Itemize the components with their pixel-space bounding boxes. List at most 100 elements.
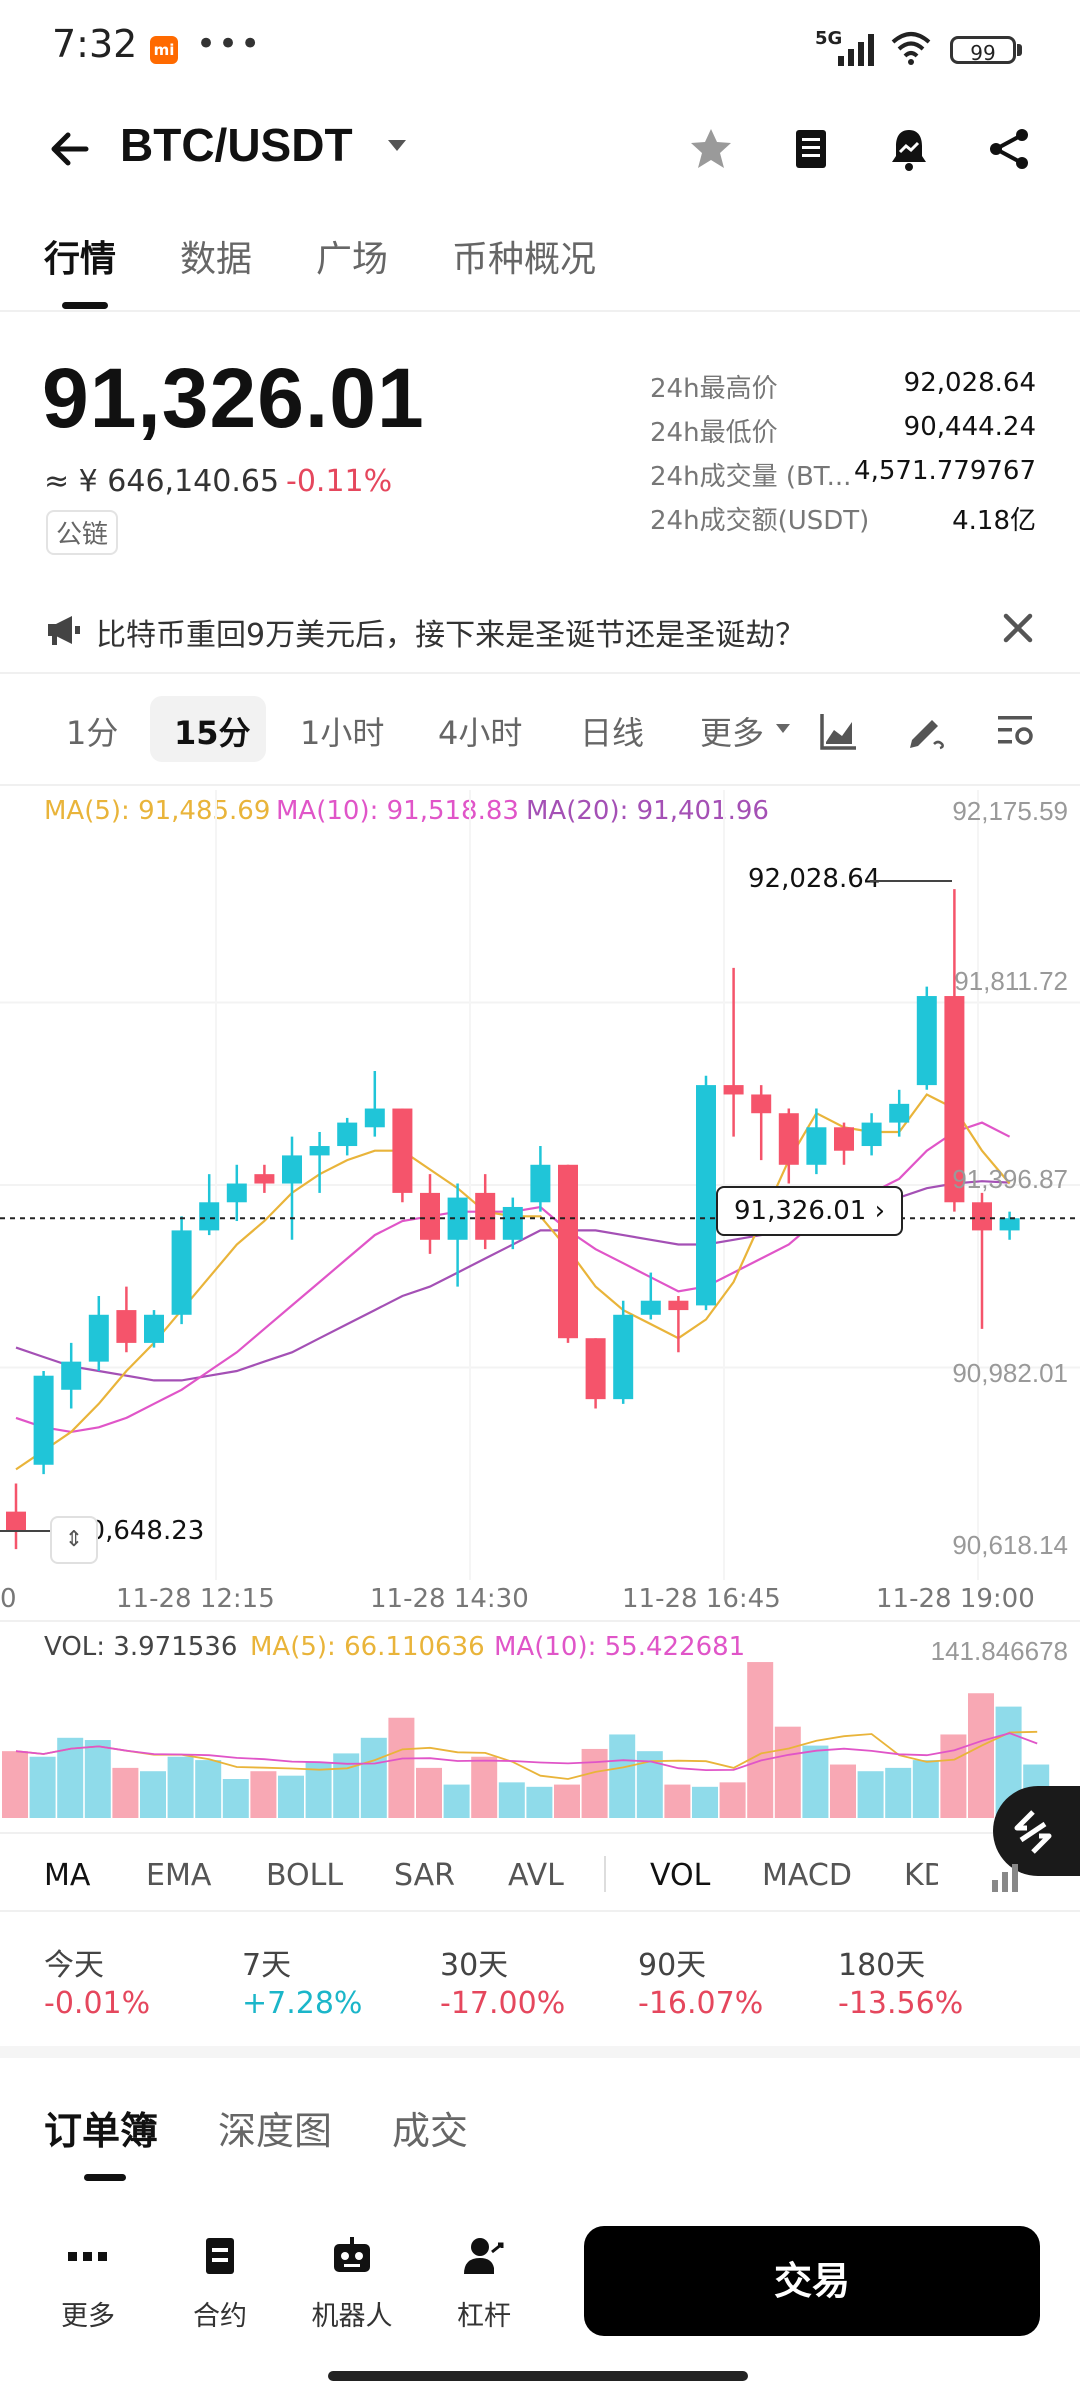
nav-contract-label[interactable]: 合约 bbox=[193, 2301, 247, 2332]
divider bbox=[0, 1910, 1080, 1912]
period-label: 180天 bbox=[838, 1948, 926, 1983]
vol-ma10-legend: MA(10): 55.422681 bbox=[494, 1632, 746, 1662]
volume-bar bbox=[388, 1717, 415, 1818]
volume-bar bbox=[278, 1775, 304, 1818]
nav-more-label[interactable]: 更多 bbox=[61, 2301, 115, 2332]
news-headline[interactable]: 比特币重回9万美元后，接下来是圣诞节还是圣诞劫？ bbox=[96, 618, 806, 653]
reset-zoom-icon[interactable]: ⇕ bbox=[50, 1516, 98, 1564]
stat-label: 24h最低价 bbox=[650, 418, 778, 448]
current-price-tag[interactable]: 91,326.01 › bbox=[716, 1186, 903, 1236]
price-change: -0.11% bbox=[286, 464, 393, 499]
interval-15m[interactable]: 15分 bbox=[174, 714, 251, 752]
indicator-ema[interactable]: EMA bbox=[146, 1858, 212, 1893]
volume-bar bbox=[719, 1782, 746, 1818]
period-value: -0.01% bbox=[44, 1986, 151, 2021]
draw-tool-icon[interactable] bbox=[906, 710, 948, 752]
candlestick-chart[interactable] bbox=[0, 790, 1080, 1580]
indicator-kd[interactable]: KD bbox=[904, 1858, 938, 1893]
tab-depth-chart[interactable]: 深度图 bbox=[218, 2109, 333, 2153]
more-dots-icon[interactable] bbox=[66, 2234, 110, 2278]
trade-button[interactable]: 交易 bbox=[584, 2226, 1040, 2336]
swap-arrows-icon bbox=[1014, 1810, 1052, 1854]
candle-body bbox=[640, 1300, 661, 1315]
tab-square[interactable]: 广场 bbox=[316, 239, 389, 280]
volume-bar bbox=[471, 1756, 498, 1818]
candle-body bbox=[861, 1122, 882, 1147]
chart-type-icon[interactable] bbox=[818, 710, 860, 752]
interval-more[interactable]: 更多 bbox=[700, 714, 765, 752]
nav-margin-label[interactable]: 杠杆 bbox=[457, 2301, 511, 2332]
pair-title[interactable]: BTC/USDT bbox=[120, 119, 353, 171]
indicator-boll[interactable]: BOLL bbox=[266, 1858, 344, 1893]
y-axis-label: 92,175.59 bbox=[952, 796, 1068, 826]
stat-value: 92,028.64 bbox=[903, 368, 1036, 398]
volume-bar bbox=[968, 1693, 994, 1818]
more-caret-icon[interactable] bbox=[776, 724, 790, 733]
megaphone-icon bbox=[48, 616, 80, 645]
floating-action-button[interactable] bbox=[993, 1786, 1080, 1876]
candle-body bbox=[337, 1122, 358, 1147]
interval-1h[interactable]: 1小时 bbox=[300, 714, 385, 752]
indicator-vol[interactable]: VOL bbox=[650, 1858, 711, 1893]
period-value: +7.28% bbox=[242, 1986, 363, 2021]
indicator-avl[interactable]: AVL bbox=[508, 1858, 564, 1893]
period-value: -13.56% bbox=[838, 1986, 964, 2021]
section-divider bbox=[0, 2046, 1080, 2058]
tab-trades[interactable]: 成交 bbox=[392, 2109, 469, 2153]
share-icon[interactable] bbox=[986, 126, 1032, 172]
candle-body bbox=[778, 1113, 799, 1165]
vol-ma10-line bbox=[15, 1732, 1038, 1772]
tab-orderbook[interactable]: 订单簿 bbox=[44, 2109, 159, 2153]
contract-icon[interactable] bbox=[198, 2234, 242, 2278]
indicator-settings-icon[interactable] bbox=[990, 1858, 1026, 1894]
back-arrow-icon[interactable] bbox=[46, 125, 94, 173]
tab-coin-overview[interactable]: 币种概况 bbox=[452, 239, 597, 280]
low-marker-line bbox=[0, 1530, 66, 1532]
interval-4h[interactable]: 4小时 bbox=[438, 714, 523, 752]
volume-bar bbox=[885, 1767, 912, 1818]
period-label: 今天 bbox=[44, 1948, 104, 1983]
chart-settings-icon[interactable] bbox=[994, 710, 1036, 752]
period-value: -16.07% bbox=[638, 1986, 764, 2021]
volume-bar bbox=[112, 1767, 139, 1818]
volume-bar bbox=[692, 1786, 718, 1818]
price-cny: ≈ ¥ 646,140.65 bbox=[44, 464, 280, 499]
interval-1d[interactable]: 日线 bbox=[580, 714, 645, 752]
category-tag[interactable]: 公链 bbox=[46, 510, 119, 555]
period-label: 30天 bbox=[440, 1948, 509, 1983]
candle-body bbox=[696, 1085, 716, 1306]
ma5-line bbox=[15, 1093, 1011, 1471]
tab-data[interactable]: 数据 bbox=[180, 239, 253, 280]
interval-1m[interactable]: 1分 bbox=[66, 714, 119, 752]
wifi-icon bbox=[891, 32, 931, 65]
margin-icon[interactable] bbox=[462, 2234, 506, 2278]
volume-bar bbox=[29, 1756, 56, 1818]
price-alert-bell-icon[interactable] bbox=[886, 126, 932, 172]
indicator-macd[interactable]: MACD bbox=[762, 1858, 852, 1893]
vol-ma5-legend: MA(5): 66.110636 bbox=[250, 1632, 485, 1662]
volume-bar bbox=[857, 1771, 884, 1818]
ma20-legend: MA(20): 91,401.96 bbox=[526, 796, 769, 826]
pair-dropdown-icon[interactable] bbox=[388, 140, 406, 151]
notebook-icon[interactable] bbox=[788, 126, 834, 172]
period-label: 7天 bbox=[242, 1948, 292, 1983]
interval-active-bg bbox=[150, 696, 266, 762]
network-type: 5G bbox=[815, 28, 843, 49]
volume-bar bbox=[664, 1784, 691, 1818]
volume-bar bbox=[609, 1734, 636, 1818]
star-icon[interactable] bbox=[688, 126, 734, 172]
candle-body bbox=[558, 1164, 578, 1339]
close-icon[interactable] bbox=[1000, 610, 1036, 646]
candle-body bbox=[171, 1230, 192, 1315]
divider bbox=[0, 784, 1080, 786]
tab-market[interactable]: 行情 bbox=[44, 239, 117, 280]
stat-value: 4.18亿 bbox=[952, 506, 1036, 536]
nav-robot-label[interactable]: 机器人 bbox=[311, 2301, 393, 2332]
candle-body bbox=[502, 1206, 523, 1240]
candle-body bbox=[999, 1218, 1020, 1231]
last-price: 91,326.01 bbox=[42, 351, 425, 445]
indicator-ma[interactable]: MA bbox=[44, 1858, 91, 1893]
indicator-sar[interactable]: SAR bbox=[394, 1858, 455, 1893]
robot-icon[interactable] bbox=[330, 2234, 374, 2278]
volume-bar bbox=[222, 1779, 249, 1818]
